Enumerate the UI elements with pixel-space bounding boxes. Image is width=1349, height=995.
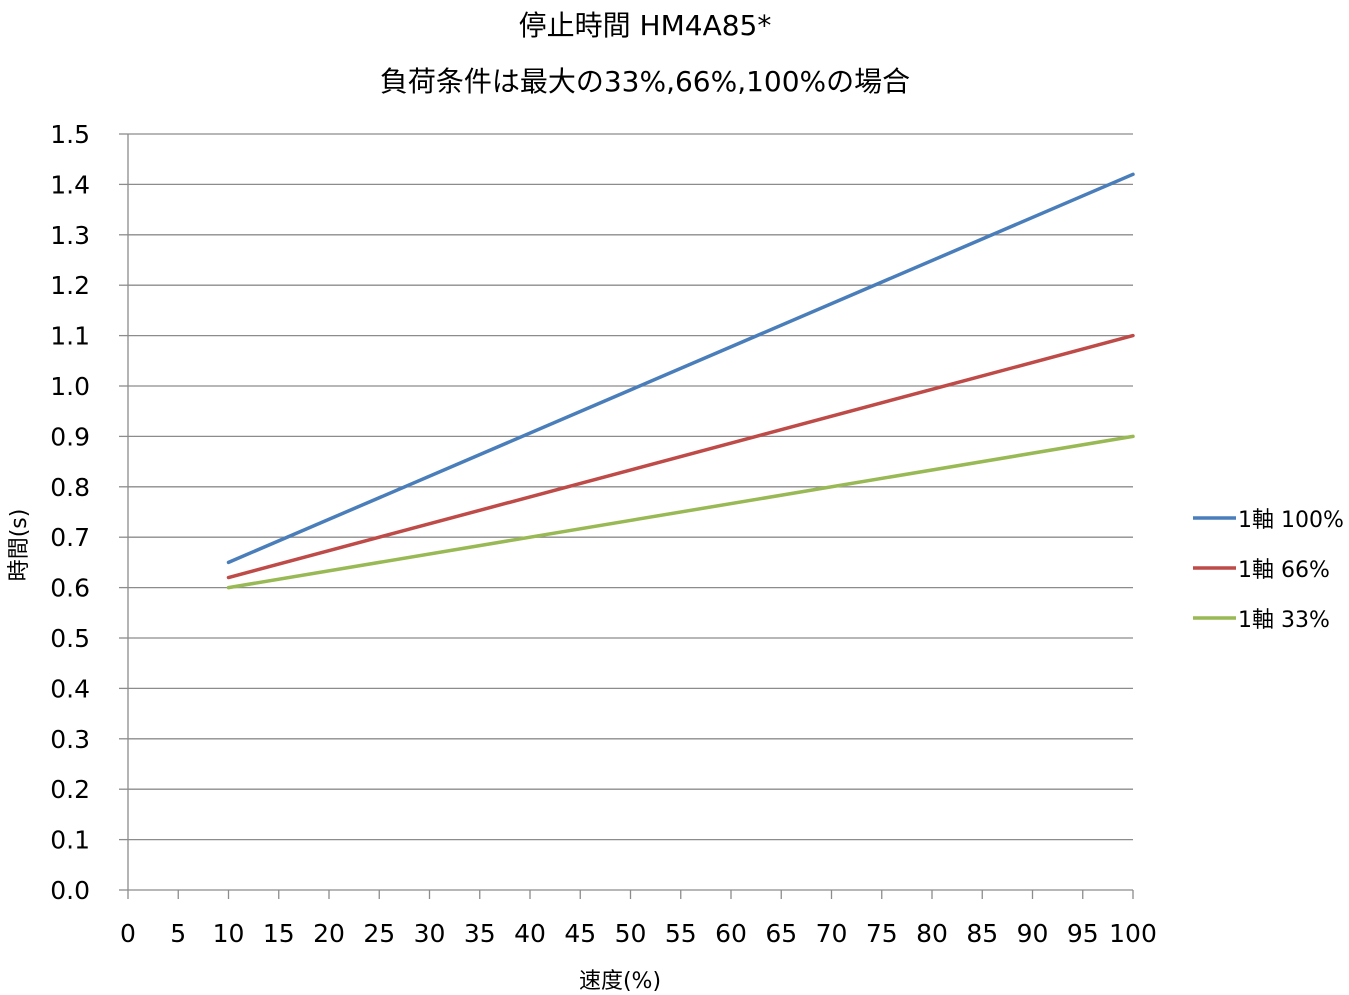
x-tick-label: 25 [363, 919, 395, 948]
y-tick-label: 0.3 [50, 725, 90, 754]
legend-label-1: 1軸 100% [1238, 508, 1344, 533]
x-tick-label: 50 [615, 919, 647, 948]
y-tick-label: 1.4 [50, 170, 90, 199]
y-tick-label: 0.9 [50, 422, 90, 451]
x-tick-label: 60 [715, 919, 747, 948]
x-tick-label: 0 [120, 919, 136, 948]
y-tick-label: 0.8 [50, 473, 90, 502]
y-tick-label: 1.3 [50, 221, 90, 250]
legend-label-3: 1軸 33% [1238, 608, 1330, 633]
y-tick-label: 0.1 [50, 826, 90, 855]
chart-subtitle: 負荷条件は最大の33%,66%,100%の場合 [379, 65, 911, 98]
y-tick-label: 0.7 [50, 523, 90, 552]
x-tick-label: 45 [564, 919, 596, 948]
y-tick-label: 1.0 [50, 372, 90, 401]
y-tick-label: 0.2 [50, 775, 90, 804]
chart-title: 停止時間 HM4A85* [518, 9, 772, 42]
x-tick-label: 70 [816, 919, 848, 948]
y-tick-label: 0.6 [50, 574, 90, 603]
y-tick-label: 1.5 [50, 120, 90, 149]
x-tick-label: 55 [665, 919, 697, 948]
axes [119, 133, 1134, 899]
y-tick-label: 1.1 [50, 322, 90, 351]
legend: 1軸 100% 1軸 66% 1軸 33% [1193, 508, 1344, 633]
series-lines [226, 172, 1135, 590]
series-line-1 [226, 172, 1135, 565]
x-tick-label: 95 [1067, 919, 1099, 948]
gridlines [128, 133, 1133, 841]
x-tick-label: 75 [866, 919, 898, 948]
x-tick-label: 100 [1109, 919, 1157, 948]
x-tick-label: 40 [514, 919, 546, 948]
series-line-2 [226, 333, 1135, 580]
tick-labels: 1.5 1.4 1.3 1.2 1.1 1.0 0.9 0.8 0.7 0.6 0.5 0.4 0.3 0… [50, 120, 1157, 948]
legend-label-2: 1軸 66% [1238, 558, 1330, 583]
x-tick-label: 5 [170, 919, 186, 948]
y-axis-title: 時間(s) [7, 509, 32, 582]
y-tick-label: 0.4 [50, 674, 90, 703]
y-tick-label: 0.0 [50, 876, 90, 905]
x-tick-label: 90 [1017, 919, 1049, 948]
x-tick-label: 15 [263, 919, 295, 948]
x-tick-label: 20 [313, 919, 345, 948]
x-tick-label: 35 [464, 919, 496, 948]
y-tick-label: 0.5 [50, 624, 90, 653]
y-tick-label: 1.2 [50, 271, 90, 300]
x-tick-label: 80 [916, 919, 948, 948]
x-tick-label: 10 [213, 919, 245, 948]
x-tick-label: 85 [966, 919, 998, 948]
x-tick-label: 30 [414, 919, 446, 948]
x-tick-label: 65 [765, 919, 797, 948]
x-axis-title: 速度(%) [579, 969, 661, 994]
series-line-3 [226, 434, 1135, 590]
